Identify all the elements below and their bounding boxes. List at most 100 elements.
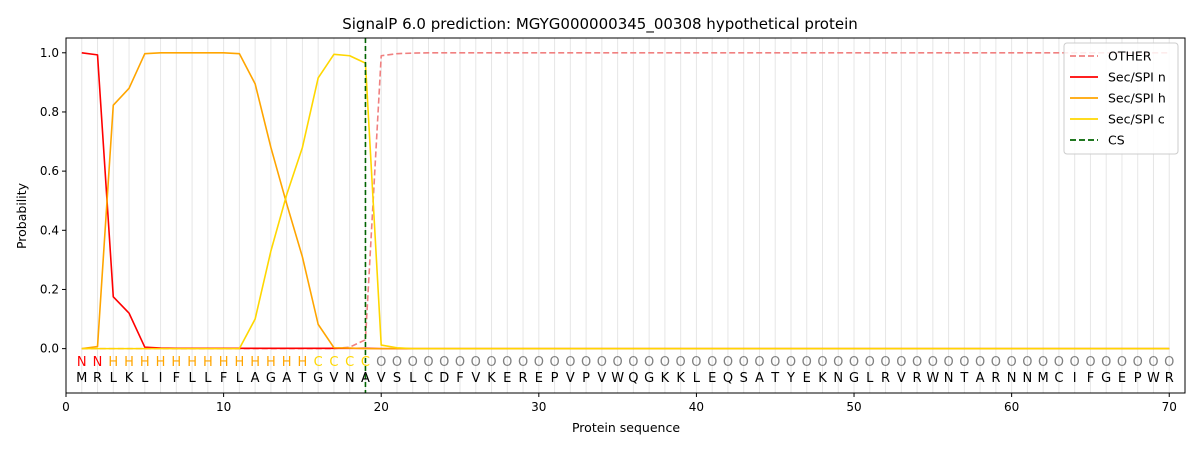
region-label: H bbox=[124, 355, 134, 370]
sequence-residue: G bbox=[1101, 371, 1111, 386]
sequence-residue: K bbox=[676, 371, 685, 386]
sequence-residue: F bbox=[1087, 371, 1094, 386]
region-label: O bbox=[502, 355, 512, 370]
sequence-residue: S bbox=[740, 371, 748, 386]
legend-entry: CS bbox=[1108, 133, 1125, 148]
legend-entry: Sec/SPI h bbox=[1108, 91, 1166, 106]
sequence-residue: L bbox=[693, 371, 701, 386]
region-label: O bbox=[1117, 355, 1127, 370]
region-label: O bbox=[439, 355, 449, 370]
sequence-residue: L bbox=[866, 371, 874, 386]
sequence-residue: F bbox=[456, 371, 463, 386]
y-tick-label: 1.0 bbox=[40, 46, 59, 60]
sequence-residue: P bbox=[582, 371, 590, 386]
sequence-residue: T bbox=[297, 371, 306, 386]
legend-entry: OTHER bbox=[1108, 49, 1152, 64]
region-label: O bbox=[534, 355, 544, 370]
region-label: O bbox=[880, 355, 890, 370]
sequence-residue: R bbox=[519, 371, 528, 386]
sequence-residue: V bbox=[566, 371, 575, 386]
y-tick-label: 0.6 bbox=[40, 164, 59, 178]
region-label: O bbox=[959, 355, 969, 370]
region-label: O bbox=[739, 355, 749, 370]
region-label: O bbox=[518, 355, 528, 370]
sequence-residue: G bbox=[266, 371, 276, 386]
sequence-residue: Q bbox=[628, 371, 638, 386]
region-label: O bbox=[1022, 355, 1032, 370]
sequence-residue: W bbox=[611, 371, 624, 386]
y-tick-label: 0.0 bbox=[40, 342, 59, 356]
sequence-residue: R bbox=[881, 371, 890, 386]
sequence-residue: A bbox=[755, 371, 764, 386]
sequence-residue: T bbox=[959, 371, 968, 386]
region-label: O bbox=[486, 355, 496, 370]
x-tick-label: 20 bbox=[374, 400, 389, 414]
sequence-residue: K bbox=[125, 371, 134, 386]
sequence-residue: R bbox=[991, 371, 1000, 386]
sequence-residue: A bbox=[251, 371, 260, 386]
x-axis-label: Protein sequence bbox=[572, 420, 680, 435]
region-label: O bbox=[802, 355, 812, 370]
sequence-residue: A bbox=[361, 371, 370, 386]
sequence-residue: C bbox=[424, 371, 433, 386]
region-label: O bbox=[581, 355, 591, 370]
region-label: O bbox=[644, 355, 654, 370]
x-tick-label: 0 bbox=[62, 400, 70, 414]
sequence-residue: L bbox=[188, 371, 196, 386]
region-label: O bbox=[376, 355, 386, 370]
chart-title: SignalP 6.0 prediction: MGYG000000345_00… bbox=[342, 15, 858, 34]
region-label: O bbox=[865, 355, 875, 370]
sequence-residue: E bbox=[708, 371, 716, 386]
sequence-residue: G bbox=[313, 371, 323, 386]
region-label: O bbox=[1133, 355, 1143, 370]
plot-frame bbox=[65, 37, 1186, 394]
region-label: O bbox=[423, 355, 433, 370]
sequence-residue: W bbox=[1147, 371, 1160, 386]
x-tick-label: 30 bbox=[531, 400, 546, 414]
region-label: O bbox=[613, 355, 623, 370]
region-label: O bbox=[1148, 355, 1158, 370]
sequence-residue: Y bbox=[786, 371, 795, 386]
sequence-residue: N bbox=[833, 371, 843, 386]
sequence-residue: K bbox=[818, 371, 827, 386]
region-label: O bbox=[943, 355, 953, 370]
x-tick-label: 10 bbox=[216, 400, 231, 414]
region-label: H bbox=[171, 355, 181, 370]
sequence-residue: L bbox=[236, 371, 244, 386]
sequence-residue: R bbox=[93, 371, 102, 386]
y-tick-label: 0.2 bbox=[40, 282, 59, 296]
region-label: H bbox=[108, 355, 118, 370]
sequence-residue: S bbox=[393, 371, 401, 386]
series-line-sec-spi-c bbox=[81, 53, 1170, 350]
region-label: O bbox=[1070, 355, 1080, 370]
region-label: O bbox=[896, 355, 906, 370]
legend-entry: Sec/SPI c bbox=[1108, 112, 1165, 127]
sequence-residue: M bbox=[76, 371, 87, 386]
legend-entry: Sec/SPI n bbox=[1108, 70, 1166, 85]
sequence-residue: V bbox=[329, 371, 338, 386]
region-label: O bbox=[471, 355, 481, 370]
sequence-residue: N bbox=[1023, 371, 1033, 386]
sequence-residue: R bbox=[1165, 371, 1174, 386]
region-label: H bbox=[140, 355, 150, 370]
region-label: C bbox=[329, 355, 338, 370]
sequence-residue: F bbox=[173, 371, 180, 386]
region-label: O bbox=[660, 355, 670, 370]
sequence-residue: V bbox=[471, 371, 480, 386]
region-label: O bbox=[1007, 355, 1017, 370]
sequence-residue: L bbox=[141, 371, 149, 386]
plot-area: NMNRHLHKHLHIHFHLHLHFHLHAHGHAHTCGCVCNCAOV… bbox=[40, 37, 1186, 414]
plot-background bbox=[66, 38, 1185, 393]
sequence-residue: L bbox=[409, 371, 417, 386]
region-label: O bbox=[1164, 355, 1174, 370]
region-label: O bbox=[1038, 355, 1048, 370]
region-label: O bbox=[455, 355, 465, 370]
region-label: H bbox=[282, 355, 292, 370]
sequence-residue: I bbox=[159, 371, 163, 386]
sequence-residue: F bbox=[220, 371, 227, 386]
sequence-residue: E bbox=[503, 371, 511, 386]
region-label: O bbox=[1085, 355, 1095, 370]
region-label: H bbox=[234, 355, 244, 370]
sequence-residue: N bbox=[944, 371, 954, 386]
region-label: O bbox=[676, 355, 686, 370]
